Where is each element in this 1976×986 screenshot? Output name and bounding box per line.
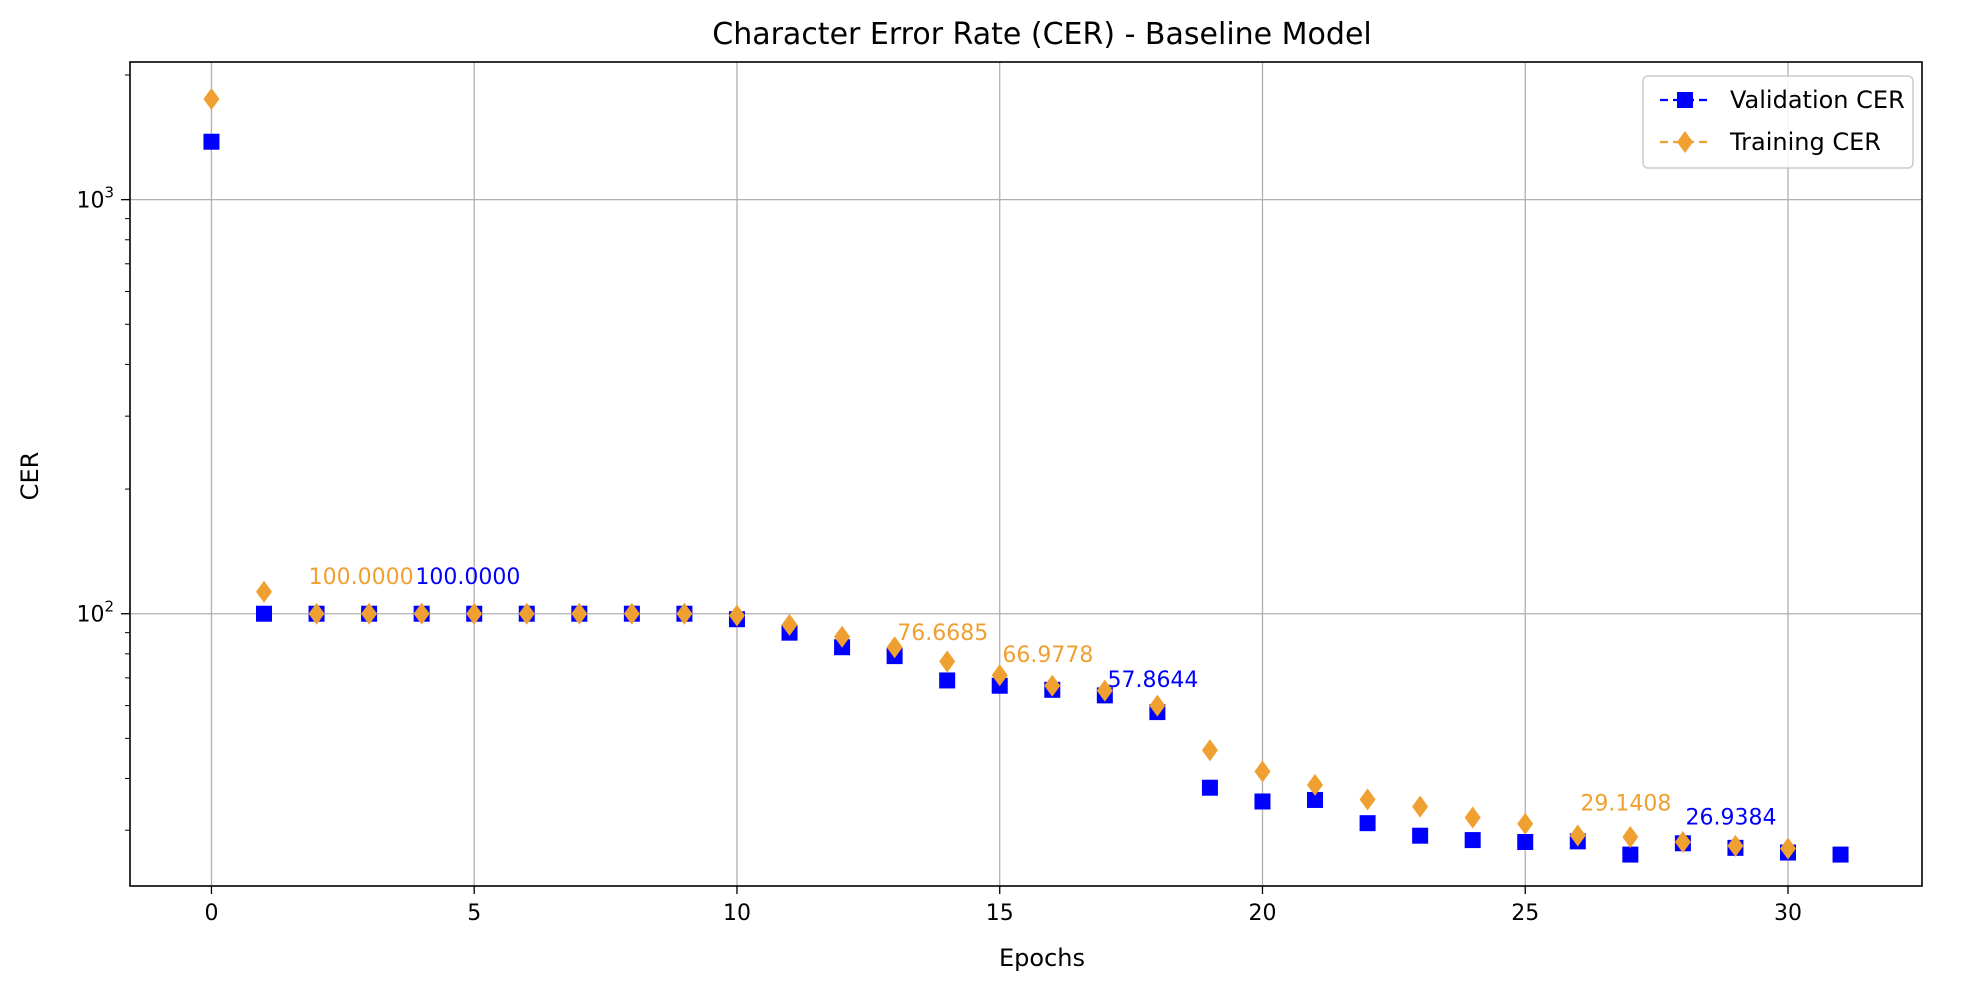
training-cer-point <box>1569 824 1586 847</box>
legend-label-validation: Validation CER <box>1730 86 1905 114</box>
validation-cer-point <box>1517 833 1534 850</box>
data-label: 76.6685 <box>897 621 988 646</box>
training-cer-point <box>1254 760 1271 783</box>
validation-cer-point <box>1359 815 1376 832</box>
legend-entry-training: Training CER <box>1660 128 1881 156</box>
training-cer-point <box>991 664 1008 687</box>
training-cer-point <box>1727 834 1744 857</box>
y-tick-base: 10 <box>76 189 104 214</box>
data-label: 66.9778 <box>1002 643 1093 668</box>
y-tick-exponent: 3 <box>104 184 114 202</box>
training-cer-point <box>203 88 220 111</box>
validation-cer-point <box>1832 846 1849 863</box>
training-cer-point <box>571 602 588 625</box>
training-cer-point <box>1307 773 1324 796</box>
validation-cer-point <box>1622 846 1639 863</box>
y-tick-base: 10 <box>76 603 104 628</box>
plot-frame <box>129 61 1923 887</box>
x-tick-label: 25 <box>1511 901 1539 926</box>
x-axis-ticks: 0 5 10 15 20 25 30 <box>204 886 1802 926</box>
training-cer-point <box>1201 739 1218 762</box>
x-axis-title: Epochs <box>999 944 1085 972</box>
x-tick-label: 20 <box>1248 901 1276 926</box>
validation-cer-point <box>1254 793 1271 810</box>
chart-title: Character Error Rate (CER) - Baseline Mo… <box>712 17 1372 52</box>
y-tick-label: 103 <box>76 184 114 214</box>
validation-cer-point <box>1464 832 1481 849</box>
training-cer-point <box>1044 674 1061 697</box>
legend-box <box>1642 75 1914 169</box>
training-cer-point <box>1096 679 1113 702</box>
x-tick-label: 10 <box>723 901 751 926</box>
training-cer-point <box>308 602 325 625</box>
training-cer-point <box>1517 812 1534 835</box>
legend-marker-training <box>1677 131 1693 153</box>
training-cer-point <box>413 602 430 625</box>
legend: Validation CER Training CER <box>1642 75 1914 169</box>
legend-entry-validation: Validation CER <box>1660 86 1905 114</box>
training-cer-point <box>623 602 640 625</box>
training-cer-point <box>781 613 798 636</box>
training-cer-point <box>834 625 851 648</box>
series-training <box>203 88 1796 860</box>
validation-cer-point <box>203 133 220 150</box>
training-cer-point <box>256 580 273 603</box>
validation-cer-point <box>1307 791 1324 808</box>
legend-marker-validation <box>1677 92 1693 108</box>
training-cer-point <box>518 602 535 625</box>
training-cer-point <box>676 602 693 625</box>
x-tick-label: 30 <box>1774 901 1802 926</box>
training-cer-point <box>1464 806 1481 829</box>
training-cer-point <box>361 602 378 625</box>
training-cer-point <box>1622 825 1639 848</box>
data-label: 29.1408 <box>1580 791 1671 816</box>
series-markers <box>203 88 1849 863</box>
validation-cer-point <box>256 605 273 622</box>
training-cer-point <box>939 650 956 673</box>
data-label: 100.0000 <box>309 565 414 590</box>
x-tick-label: 0 <box>204 901 218 926</box>
x-tick-label: 5 <box>467 901 481 926</box>
validation-cer-point <box>939 672 956 689</box>
training-cer-point <box>728 604 745 627</box>
data-label: 26.9384 <box>1686 805 1777 830</box>
training-cer-point <box>1779 837 1796 860</box>
training-cer-point <box>1674 830 1691 853</box>
training-cer-point <box>1412 795 1429 818</box>
x-tick-label: 15 <box>986 901 1014 926</box>
validation-cer-point <box>1412 827 1429 844</box>
annotations: 100.0000 100.0000 76.6685 66.9778 57.8644 29.… <box>309 565 1777 830</box>
validation-cer-point <box>1201 779 1218 796</box>
y-axis-title: CER <box>16 452 44 501</box>
training-cer-point <box>1149 694 1166 717</box>
training-cer-point <box>466 602 483 625</box>
training-cer-point <box>886 636 903 659</box>
data-label: 57.8644 <box>1107 668 1198 693</box>
training-cer-point <box>1359 788 1376 811</box>
data-label: 100.0000 <box>415 565 520 590</box>
legend-label-training: Training CER <box>1729 128 1881 156</box>
y-tick-exponent: 2 <box>104 598 114 616</box>
y-tick-label: 102 <box>76 598 114 628</box>
